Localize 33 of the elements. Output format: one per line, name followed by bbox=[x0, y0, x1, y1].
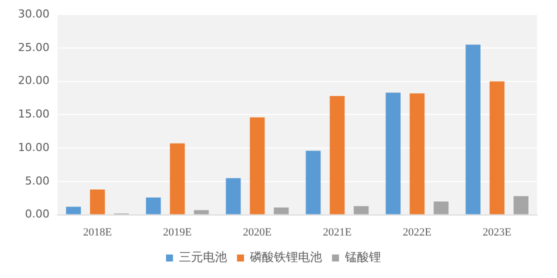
y-tick-label: 20.00 bbox=[18, 74, 50, 88]
y-tick-label: 30.00 bbox=[18, 7, 50, 20]
bar bbox=[434, 201, 449, 214]
bar bbox=[354, 206, 369, 214]
x-tick-label: 2021E bbox=[322, 226, 352, 238]
bar bbox=[490, 81, 504, 214]
bar bbox=[274, 207, 289, 214]
x-tick-label: 2018E bbox=[83, 226, 112, 238]
y-tick-label: 15.00 bbox=[18, 108, 50, 121]
bar bbox=[66, 206, 81, 214]
y-tick-label: 0.00 bbox=[24, 208, 50, 221]
bar bbox=[410, 93, 425, 214]
bar bbox=[306, 150, 321, 214]
y-tick-label: 5.00 bbox=[24, 174, 50, 188]
bar bbox=[466, 44, 480, 214]
bar bbox=[514, 196, 528, 214]
bar bbox=[170, 143, 185, 214]
x-tick-label: 2020E bbox=[242, 226, 272, 238]
legend-label: 磷酸铁锂电池 bbox=[249, 250, 322, 264]
x-tick-label: 2022E bbox=[402, 226, 432, 238]
bar bbox=[90, 189, 105, 214]
legend-label: 锰酸锂 bbox=[344, 250, 381, 264]
bar bbox=[146, 197, 161, 214]
bar bbox=[194, 210, 209, 214]
y-tick-label: 25.00 bbox=[18, 40, 50, 54]
x-tick-label: 2019E bbox=[163, 226, 192, 238]
x-tick-label: 2023E bbox=[482, 226, 512, 238]
bar bbox=[330, 96, 345, 214]
bar bbox=[250, 117, 265, 214]
bar bbox=[386, 92, 401, 214]
bar bbox=[226, 178, 241, 214]
y-tick-label: 10.00 bbox=[18, 140, 50, 154]
legend-label: 三元电池 bbox=[179, 250, 227, 264]
